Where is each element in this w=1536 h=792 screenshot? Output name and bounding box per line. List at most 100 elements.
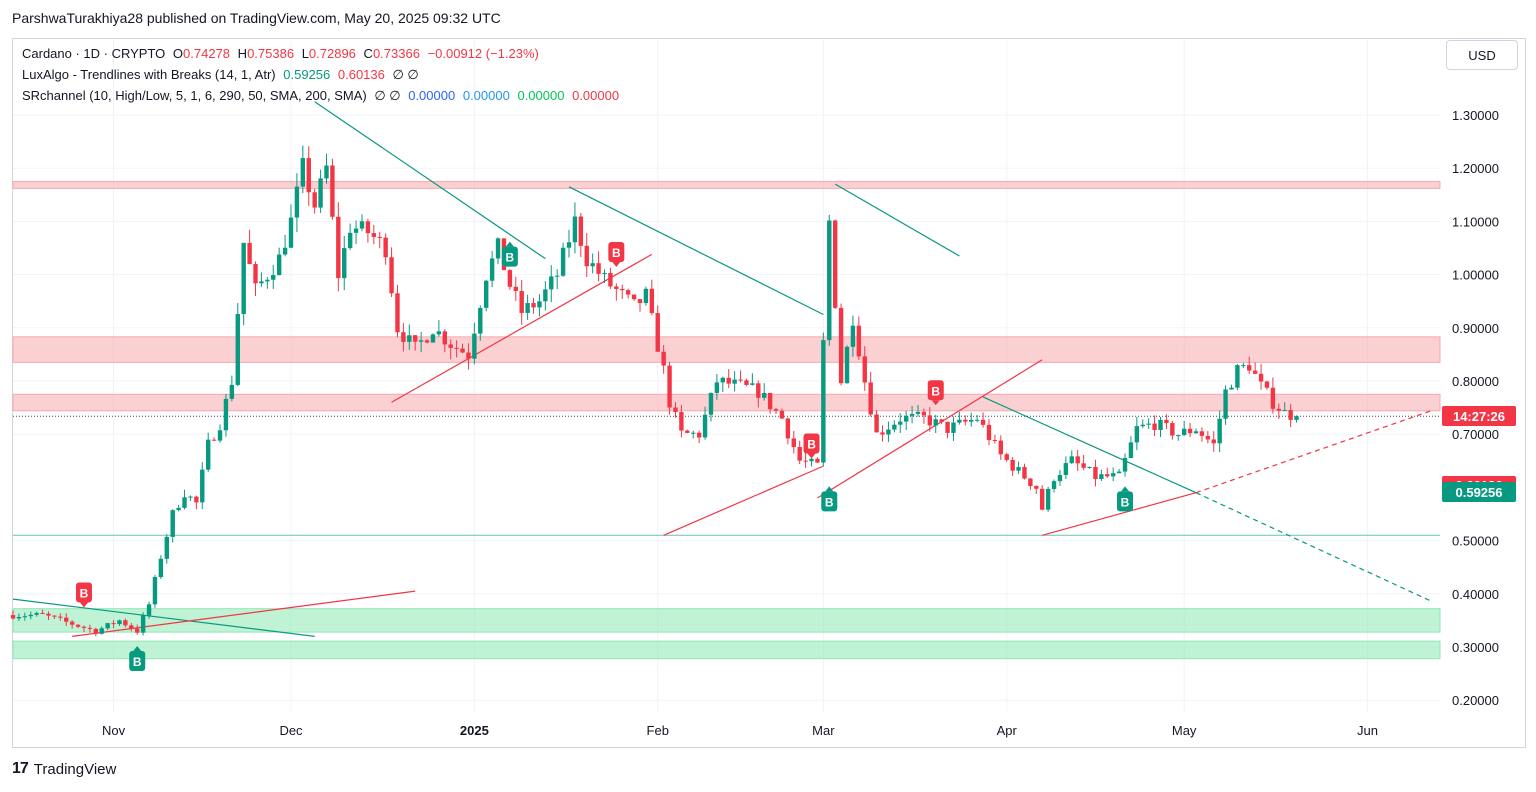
candle-body <box>259 281 264 284</box>
time-tick-label: Apr <box>997 723 1018 738</box>
break-marker <box>803 433 820 454</box>
candle-body <box>685 430 690 433</box>
break-marker-label: B <box>931 384 940 398</box>
uptrend-line <box>391 253 653 403</box>
candle-body <box>1205 435 1211 440</box>
candle-body <box>489 258 495 281</box>
candle-body <box>164 536 169 559</box>
downtrend-line <box>568 186 824 316</box>
price-tick-label: 0.90000 <box>1452 321 1499 336</box>
candle-body <box>720 377 725 383</box>
candle-body <box>1152 423 1157 430</box>
candle-body <box>288 217 294 248</box>
candle-body <box>614 286 619 289</box>
indicator-2-value-3: 0.00000 <box>517 88 565 103</box>
break-marker <box>1117 491 1134 512</box>
candle-body <box>874 414 879 433</box>
candle-body <box>383 237 388 258</box>
candle-body <box>963 419 968 422</box>
candle-body <box>945 421 950 433</box>
legend-indicator-2[interactable]: SRchannel (10, High/Low, 5, 1, 6, 290, 5… <box>22 88 623 104</box>
resistance-zone <box>12 393 1441 412</box>
candle-body <box>342 248 347 279</box>
candle-body <box>389 257 394 294</box>
candle-body <box>276 254 282 276</box>
candle-body <box>1164 419 1169 424</box>
candle-body <box>22 616 28 618</box>
candle-body <box>1093 466 1098 479</box>
symbol-title[interactable]: Cardano · 1D · CRYPTO <box>22 46 166 61</box>
candle-body <box>1229 387 1234 390</box>
candle-body <box>347 232 353 249</box>
candle-body <box>1294 416 1299 420</box>
uptrend-line <box>1195 409 1433 494</box>
lower-trend-price-tag: 0.59256 <box>1442 482 1516 503</box>
candle-body <box>1158 419 1163 430</box>
indicator-1-name[interactable]: LuxAlgo - Trendlines with Breaks (14, 1,… <box>22 67 276 82</box>
candle-body <box>170 510 175 537</box>
candle-body <box>265 279 270 282</box>
candle-body <box>590 263 595 267</box>
candle-body <box>631 294 637 300</box>
candle-body <box>1193 431 1199 434</box>
candle-body <box>1187 428 1193 434</box>
candle-body <box>667 365 672 408</box>
candle-body <box>602 273 607 275</box>
break-marker <box>501 246 518 267</box>
candle-body <box>395 293 400 333</box>
candle-body <box>466 352 471 359</box>
candle-body <box>306 158 311 193</box>
candle-body <box>714 382 720 393</box>
candle-body <box>815 458 820 463</box>
candle-body <box>223 398 229 431</box>
candle-body <box>1116 471 1122 474</box>
candle-body <box>750 383 755 385</box>
candle-body <box>921 411 927 416</box>
candle-body <box>549 276 554 290</box>
candle-body <box>129 625 134 629</box>
candle-body <box>1264 381 1270 388</box>
legend-indicator-1[interactable]: LuxAlgo - Trendlines with Breaks (14, 1,… <box>22 67 423 83</box>
candle-body <box>661 351 666 366</box>
candle-body <box>1122 457 1128 472</box>
candle-body <box>543 289 548 302</box>
candle-body <box>1181 428 1187 436</box>
candle-body <box>413 335 418 342</box>
candle-body <box>1110 473 1116 477</box>
candle-body <box>1217 418 1222 444</box>
tradingview-brand[interactable]: 17 TradingView <box>12 760 116 778</box>
candle-body <box>620 288 625 291</box>
candle-body <box>359 221 365 229</box>
candle-body <box>1040 488 1045 510</box>
candle-body <box>200 469 205 503</box>
indicator-2-null: ∅ ∅ <box>374 88 401 103</box>
candle-body <box>495 238 501 259</box>
candle-body <box>951 422 956 433</box>
break-marker-label: B <box>612 246 621 260</box>
candle-body <box>519 290 524 313</box>
downtrend-line <box>982 396 1197 494</box>
high-label: H <box>237 46 248 61</box>
legend-ohlc[interactable]: Cardano · 1D · CRYPTO O0.74278 H0.75386 … <box>22 46 543 61</box>
candle-body <box>821 340 826 463</box>
candle-body <box>957 419 962 423</box>
time-tick-label: Mar <box>812 723 835 738</box>
candle-body <box>578 216 584 246</box>
break-markers: B B B B B B B B <box>75 241 1134 671</box>
price-tick-label: 0.70000 <box>1452 427 1499 442</box>
candle-body <box>915 411 921 414</box>
indicator-2-name[interactable]: SRchannel (10, High/Low, 5, 1, 6, 290, 5… <box>22 88 367 103</box>
candle-body <box>241 242 246 315</box>
candle-body <box>69 621 75 625</box>
chart-frame[interactable] <box>12 38 1526 748</box>
candle-body <box>247 242 252 265</box>
candle-body <box>111 623 116 625</box>
candle-body <box>87 627 93 629</box>
candle-body <box>188 496 193 498</box>
time-tick-label: 2025 <box>460 723 489 738</box>
currency-button[interactable]: USD <box>1446 40 1518 70</box>
candle-body <box>1016 467 1021 471</box>
break-marker-pointer <box>612 261 621 267</box>
candle-body <box>608 273 613 287</box>
